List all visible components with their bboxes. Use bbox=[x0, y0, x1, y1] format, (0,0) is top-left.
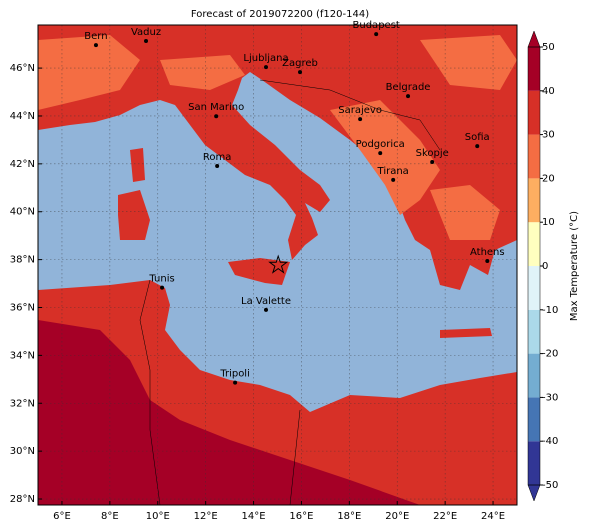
colorbar-label: Max Temperature (°C) bbox=[569, 211, 580, 321]
city-marker bbox=[374, 32, 379, 37]
y-tick-label: 44°N bbox=[10, 111, 35, 122]
colorbar-bin bbox=[528, 134, 540, 179]
x-tick-label: 22°E bbox=[433, 511, 457, 522]
colorbar-bin bbox=[528, 441, 540, 485]
colorbar-tick-label: 0 bbox=[542, 261, 548, 272]
city-label: Athens bbox=[470, 247, 505, 258]
land-sicily bbox=[228, 258, 290, 285]
city-label: Tirana bbox=[377, 166, 409, 177]
border bbox=[259, 79, 441, 151]
city-marker bbox=[214, 114, 219, 119]
city-label: Belgrade bbox=[386, 82, 431, 93]
colorbar-bin bbox=[528, 178, 540, 223]
city-label: Sofia bbox=[465, 132, 490, 143]
colorbar-bin bbox=[528, 90, 540, 135]
map-frame bbox=[37, 24, 518, 506]
x-tick-label: 10°E bbox=[146, 511, 170, 522]
city-label: Roma bbox=[203, 152, 232, 163]
x-tick-label: 8°E bbox=[101, 511, 119, 522]
land-warm-patch bbox=[420, 35, 517, 90]
colorbar-bin bbox=[528, 353, 540, 398]
city-marker bbox=[264, 307, 269, 312]
y-tick-label: 34°N bbox=[10, 350, 35, 361]
city-label: Tunis bbox=[148, 274, 174, 285]
city-label: San Marino bbox=[188, 102, 244, 113]
land-europe bbox=[38, 25, 517, 290]
colorbar-tick-label: -50 bbox=[542, 480, 558, 491]
city-marker bbox=[358, 117, 363, 122]
city-marker bbox=[406, 94, 411, 99]
colorbar-bin bbox=[528, 266, 540, 310]
y-tick-label: 32°N bbox=[10, 398, 35, 409]
y-tick-label: 38°N bbox=[10, 255, 35, 266]
city-label: Skopje bbox=[416, 148, 449, 159]
y-tick-label: 30°N bbox=[10, 446, 35, 457]
x-tick-label: 20°E bbox=[385, 511, 409, 522]
y-tick-label: 36°N bbox=[10, 302, 35, 313]
colorbar-bin bbox=[528, 47, 540, 91]
land-crete bbox=[440, 328, 492, 338]
land-warm-patch bbox=[38, 35, 140, 110]
colorbar-tick-label: 50 bbox=[542, 42, 555, 53]
land-corsica bbox=[130, 148, 145, 182]
x-tick-label: 16°E bbox=[289, 511, 313, 522]
y-tick-label: 42°N bbox=[10, 159, 35, 170]
y-tick-label: 28°N bbox=[10, 494, 35, 505]
colorbar-tick-label: -10 bbox=[542, 305, 558, 316]
colorbar-bin bbox=[528, 397, 540, 442]
y-tick-label: 40°N bbox=[10, 207, 35, 218]
city-marker bbox=[215, 164, 220, 169]
colorbar-bin bbox=[528, 222, 540, 266]
star-marker bbox=[268, 254, 289, 274]
colorbar-tick-label: -20 bbox=[542, 349, 558, 360]
x-tick-label: 6°E bbox=[53, 511, 71, 522]
land-warm-patch bbox=[160, 55, 245, 90]
city-marker bbox=[264, 65, 269, 70]
colorbar-tick-label: 10 bbox=[542, 217, 555, 228]
city-label: Bern bbox=[84, 31, 107, 42]
city-marker bbox=[160, 285, 165, 290]
x-tick-label: 12°E bbox=[194, 511, 218, 522]
city-marker bbox=[391, 177, 396, 182]
colorbar-tick-label: 40 bbox=[542, 86, 555, 97]
colorbar-extend-bottom bbox=[527, 484, 541, 502]
city-label: Budapest bbox=[353, 20, 400, 31]
land-warm-patch bbox=[430, 185, 500, 240]
city-label: Zagreb bbox=[282, 58, 318, 69]
city-label: Ljubljana bbox=[243, 53, 288, 64]
colorbar-tick-label: -40 bbox=[542, 436, 558, 447]
city-marker bbox=[93, 43, 98, 48]
colorbar-bin bbox=[528, 309, 540, 354]
colorbar-tick-label: 30 bbox=[542, 130, 555, 141]
colorbar-extend-top bbox=[527, 30, 541, 48]
colorbar-tick-label: -30 bbox=[542, 392, 558, 403]
city-label: Vaduz bbox=[131, 27, 161, 38]
city-label: Sarajevo bbox=[338, 105, 382, 116]
map bbox=[38, 25, 517, 505]
border bbox=[139, 279, 161, 505]
city-marker bbox=[144, 39, 149, 44]
land-sardinia bbox=[118, 190, 150, 240]
city-marker bbox=[475, 144, 480, 149]
city-label: Podgorica bbox=[356, 139, 405, 150]
border bbox=[289, 409, 301, 505]
chart-title: Forecast of 2019072200 (f120-144) bbox=[191, 9, 369, 20]
city-marker bbox=[298, 70, 303, 75]
colorbar: -50 -40 -30 -20 -10 0 10 20 30 40 50 bbox=[527, 30, 558, 502]
city-marker bbox=[378, 151, 383, 156]
city-marker bbox=[430, 159, 435, 164]
x-tick-label: 14°E bbox=[242, 511, 266, 522]
city-label: Tripoli bbox=[219, 369, 250, 380]
city-marker bbox=[485, 259, 490, 264]
city-marker bbox=[233, 380, 238, 385]
x-tick-label: 24°E bbox=[481, 511, 505, 522]
y-tick-label: 46°N bbox=[10, 63, 35, 74]
x-tick-label: 18°E bbox=[337, 511, 361, 522]
land-hot bbox=[38, 320, 420, 505]
city-label: La Valette bbox=[241, 296, 291, 307]
land-warm-patch bbox=[330, 100, 440, 215]
colorbar-tick-label: 20 bbox=[542, 173, 555, 184]
